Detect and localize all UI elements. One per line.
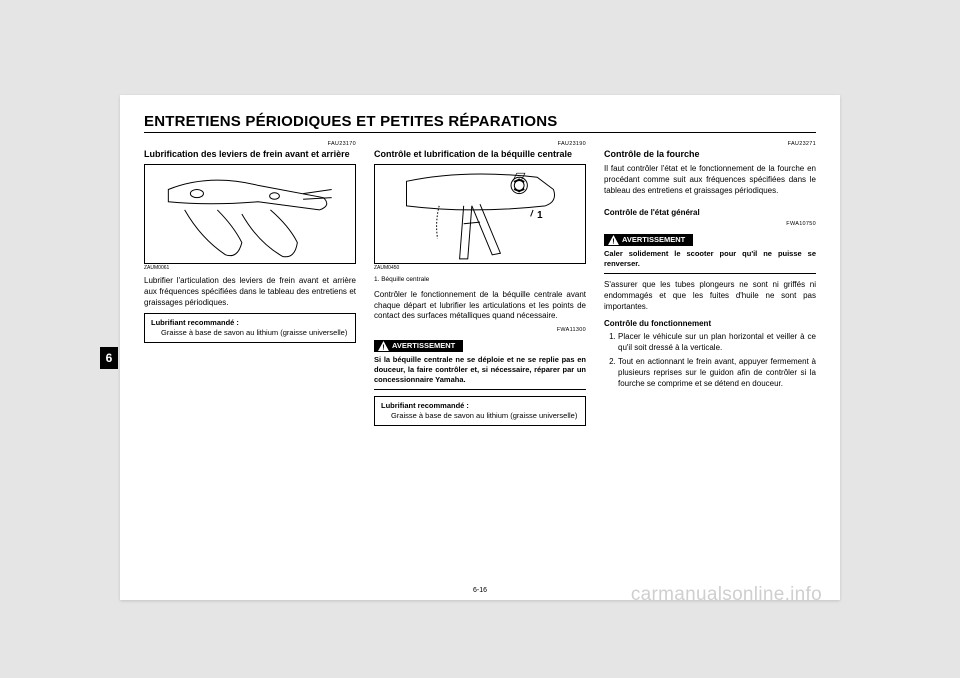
warning-label: AVERTISSEMENT — [392, 341, 455, 351]
ref-code: FAU23271 — [604, 141, 816, 148]
column-1: FAU23170 Lubrification des leviers de fr… — [144, 141, 356, 426]
section-heading: Lubrification des leviers de frein avant… — [144, 149, 356, 160]
figure-center-stand: 1 — [374, 164, 586, 264]
figure-brake-levers — [144, 164, 356, 264]
ref-code: FAU23170 — [144, 141, 356, 148]
body-text: Contrôler le fonctionnement de la béquil… — [374, 290, 586, 322]
warning-icon: ! — [608, 235, 619, 245]
lubricant-box: Lubrifiant recommandé : Graisse à base d… — [374, 396, 586, 426]
after-warn-text: S'assurer que les tubes plongeurs ne son… — [604, 280, 816, 312]
step-list: Placer le véhicule sur un plan horizonta… — [604, 332, 816, 389]
page-number: 6-16 — [120, 587, 840, 594]
lubricant-box: Lubrifiant recommandé : Graisse à base d… — [144, 313, 356, 343]
warning-header: ! AVERTISSEMENT — [374, 340, 463, 352]
body-text: Lubrifier l'articulation des leviers de … — [144, 276, 356, 308]
section-heading: Contrôle et lubrification de la béquille… — [374, 149, 586, 160]
warning-header: ! AVERTISSEMENT — [604, 234, 693, 246]
divider — [604, 273, 816, 274]
manual-page: ENTRETIENS PÉRIODIQUES ET PETITES RÉPARA… — [120, 95, 840, 600]
step-2: Tout en actionnant le frein avant, appuy… — [618, 357, 816, 389]
lube-title: Lubrifiant recommandé : — [381, 401, 579, 411]
lube-title: Lubrifiant recommandé : — [151, 318, 349, 328]
chapter-tab: 6 — [100, 347, 118, 369]
warn-ref: FWA11300 — [374, 327, 586, 334]
svg-text:!: ! — [382, 342, 384, 350]
svg-text:1: 1 — [537, 210, 543, 221]
warning-icon: ! — [378, 341, 389, 351]
step-1: Placer le véhicule sur un plan horizonta… — [618, 332, 816, 354]
section-heading: Contrôle de la fourche — [604, 149, 816, 160]
ref-code: FAU23190 — [374, 141, 586, 148]
lube-body: Graisse à base de savon au lithium (grai… — [381, 411, 579, 421]
column-2: FAU23190 Contrôle et lubrification de la… — [374, 141, 586, 426]
warning-text: Caler solidement le scooter pour qu'il n… — [604, 249, 816, 269]
page-title: ENTRETIENS PÉRIODIQUES ET PETITES RÉPARA… — [144, 113, 816, 133]
figure-code: ZAUM0061 — [144, 265, 356, 272]
svg-text:!: ! — [612, 237, 614, 245]
divider — [374, 389, 586, 390]
subheading-2: Contrôle du fonctionnement — [604, 319, 816, 330]
subheading-1: Contrôle de l'état général — [604, 208, 700, 219]
warning-label: AVERTISSEMENT — [622, 235, 685, 245]
warning-text: Si la béquille centrale ne se déploie et… — [374, 355, 586, 385]
lube-body: Graisse à base de savon au lithium (grai… — [151, 328, 349, 338]
figure-caption: 1. Béquille centrale — [374, 276, 586, 285]
content-columns: FAU23170 Lubrification des leviers de fr… — [144, 141, 816, 426]
intro-text: Il faut contrôler l'état et le fonctionn… — [604, 164, 816, 196]
warn-ref: FWA10750 — [604, 221, 816, 228]
column-3: FAU23271 Contrôle de la fourche Il faut … — [604, 141, 816, 426]
figure-code: ZAUM0450 — [374, 265, 586, 272]
